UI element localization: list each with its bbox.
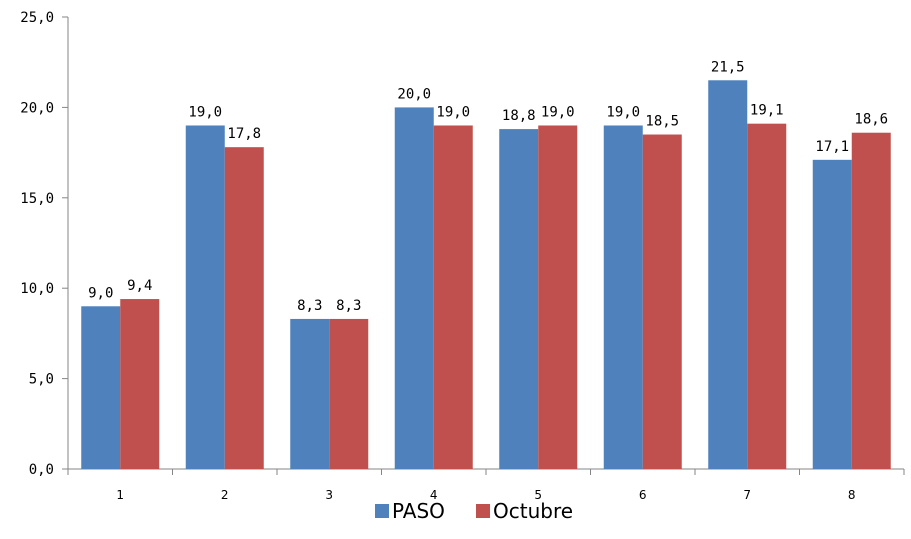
legend: PASO Octubre (375, 499, 573, 523)
legend-label-paso: PASO (392, 499, 445, 523)
x-tick-label: 2 (221, 488, 229, 502)
y-tick-label: 5,0 (29, 372, 54, 388)
data-label: 19,0 (606, 104, 640, 120)
bar-octubre-3 (329, 318, 369, 469)
y-tick-label: 15,0 (20, 191, 54, 207)
x-tick-label: 7 (743, 488, 751, 502)
bar-paso-5 (499, 129, 539, 469)
data-label: 19,0 (541, 104, 575, 120)
bar-paso-7 (708, 80, 748, 469)
bar-octubre-5 (538, 125, 578, 469)
data-label: 20,0 (397, 86, 431, 102)
x-tick-label: 1 (116, 488, 124, 502)
data-labels: 9,0 19,0 8,3 20,0 18,8 19,0 21,5 17,1 9,4 17,8 8,3… (88, 59, 888, 314)
bar-octubre-7 (747, 123, 787, 469)
data-label: 8,3 (336, 298, 361, 314)
x-tick-label: 8 (848, 488, 856, 502)
data-label: 18,6 (854, 112, 888, 128)
bars (81, 80, 891, 470)
bar-octubre-8 (851, 132, 891, 469)
bar-paso-3 (290, 318, 330, 469)
bar-paso-8 (812, 159, 852, 469)
data-label: 19,1 (750, 103, 784, 119)
y-tick-label: 25,0 (20, 10, 54, 26)
bar-octubre-1 (120, 299, 160, 469)
bar-octubre-6 (642, 134, 682, 469)
x-tick-label: 6 (639, 488, 647, 502)
bar-paso-4 (394, 107, 434, 470)
data-label: 18,8 (502, 108, 536, 124)
data-label: 21,5 (711, 59, 745, 75)
data-label: 17,8 (227, 126, 261, 142)
bar-octubre-2 (224, 147, 264, 469)
y-tick-label: 10,0 (20, 281, 54, 297)
data-label: 8,3 (297, 298, 322, 314)
bar-paso-2 (185, 125, 225, 469)
x-tick-label: 4 (430, 488, 438, 502)
y-tick-label: 0,0 (29, 462, 54, 478)
bar-paso-1 (81, 306, 121, 469)
y-tick-label: 20,0 (20, 100, 54, 116)
legend-label-octubre: Octubre (493, 499, 573, 523)
data-label: 19,0 (436, 104, 470, 120)
x-tick-label: 5 (534, 488, 542, 502)
data-label: 18,5 (645, 114, 679, 130)
data-label: 9,0 (88, 285, 113, 301)
legend-swatch-octubre (476, 504, 490, 518)
x-tick-label: 3 (325, 488, 333, 502)
bar-octubre-4 (433, 125, 473, 469)
legend-swatch-paso (375, 504, 389, 518)
data-label: 9,4 (127, 278, 152, 294)
axes: 0,0 5,0 10,0 15,0 20,0 25,0 1 2 3 4 5 6 7 8 (20, 10, 905, 502)
data-label: 19,0 (188, 104, 222, 120)
data-label: 17,1 (815, 139, 849, 155)
bar-paso-6 (603, 125, 643, 469)
